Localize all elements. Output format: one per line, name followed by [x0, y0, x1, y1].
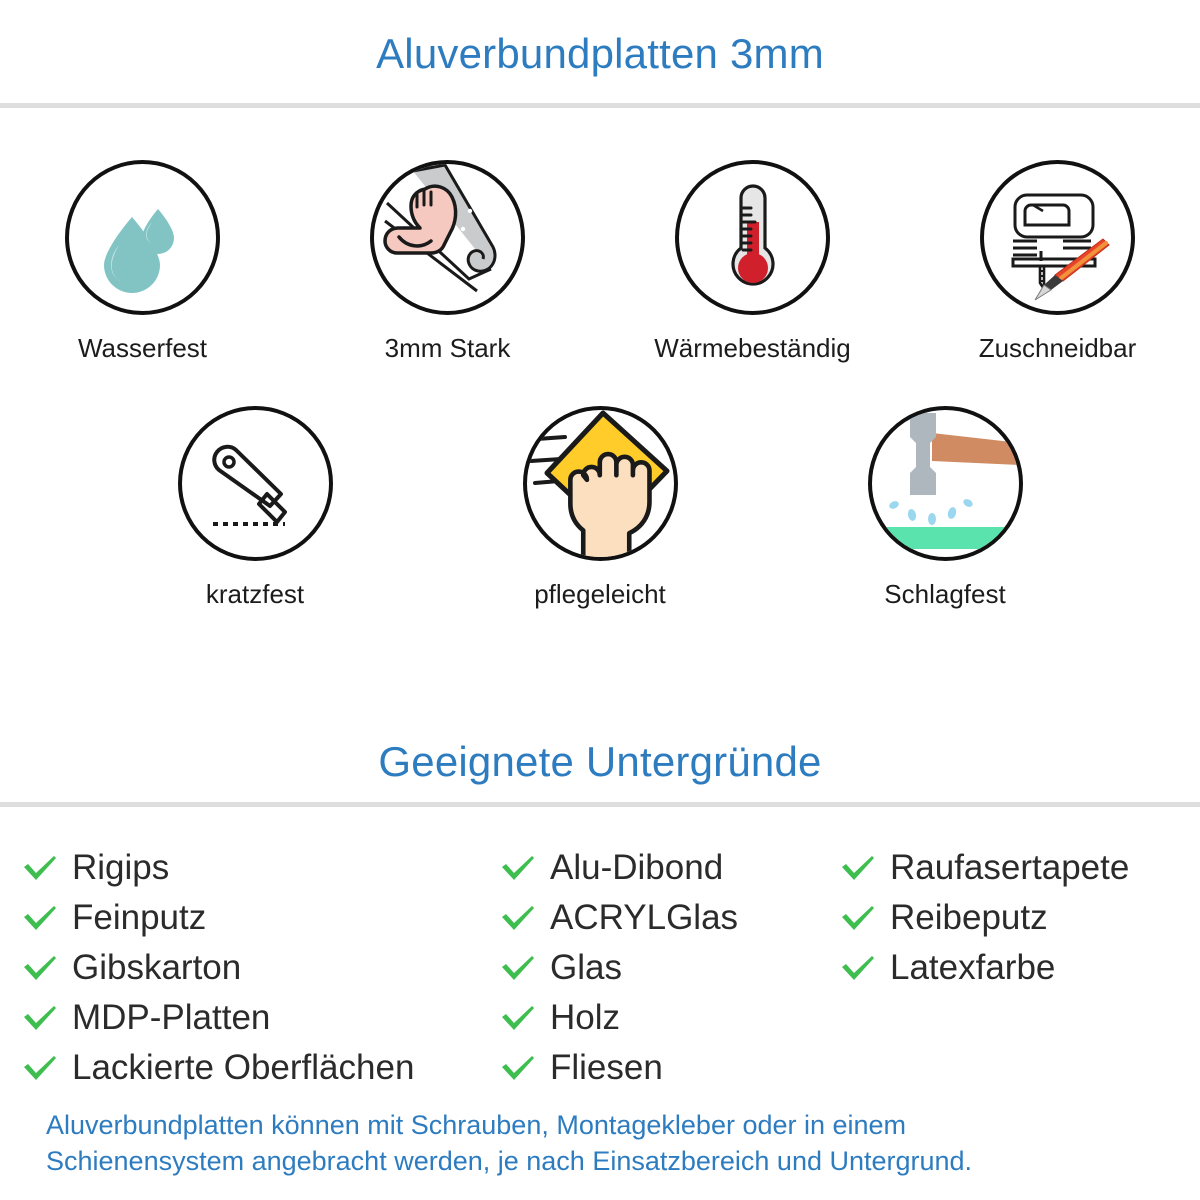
feature-wasserfest: Wasserfest	[20, 160, 265, 364]
water-drops-icon	[88, 183, 198, 293]
feature-waermebestaendig: Wärmebeständig	[630, 160, 875, 364]
feature-label: kratzfest	[205, 579, 305, 609]
check-icon	[840, 953, 876, 983]
thermometer-icon	[693, 178, 813, 298]
list-item-label: Reibeputz	[890, 898, 1048, 937]
badge-circle	[370, 160, 525, 315]
feature-row-2: kratzfest	[0, 406, 1200, 610]
feature-badge-grid: Wasserfest	[0, 160, 1200, 610]
list-item: Lackierte Oberflächen	[22, 1046, 500, 1089]
check-icon	[500, 853, 536, 883]
feature-label: Zuschneidbar	[978, 333, 1137, 363]
mounting-note-line-1: Aluverbundplatten können mit Schrauben, …	[46, 1110, 907, 1140]
list-item: Alu-Dibond	[500, 846, 840, 889]
list-item-label: Glas	[550, 948, 622, 987]
list-item: Gibskarton	[22, 946, 500, 989]
section-title-untergruende: Geeignete Untergründe	[378, 738, 822, 785]
divider-middle	[0, 802, 1200, 807]
list-item: Latexfarbe	[840, 946, 1180, 989]
jigsaw-cutter-icon	[993, 173, 1123, 303]
badge-circle	[522, 406, 678, 561]
mounting-note-line-2: Schienensystem angebracht werden, je nac…	[46, 1145, 973, 1176]
badge-circle	[867, 406, 1023, 561]
mounting-note: Aluverbundplatten können mit Schrauben, …	[46, 1108, 1156, 1179]
list-item: Glas	[500, 946, 840, 989]
cutter-knife-icon	[195, 424, 315, 544]
list-item: MDP-Platten	[22, 996, 500, 1039]
check-icon	[22, 1003, 58, 1033]
check-icon	[22, 903, 58, 933]
check-icon	[22, 953, 58, 983]
badge-circle	[177, 406, 333, 561]
list-item-label: Lackierte Oberflächen	[72, 1048, 415, 1087]
feature-pflegeleicht: pflegeleicht	[478, 406, 723, 610]
list-item-label: Fliesen	[550, 1048, 663, 1087]
feature-zuschneidbar: Zuschneidbar	[935, 160, 1180, 364]
feature-label: 3mm Stark	[384, 333, 511, 363]
divider-top	[0, 103, 1200, 108]
feature-kratzfest: kratzfest	[133, 406, 378, 610]
page-title: Aluverbundplatten 3mm	[376, 30, 824, 77]
check-icon	[840, 853, 876, 883]
check-icon	[22, 853, 58, 883]
check-icon	[500, 1053, 536, 1083]
list-item: Reibeputz	[840, 896, 1180, 939]
list-item: Fliesen	[500, 1046, 840, 1089]
feature-label: pflegeleicht	[534, 579, 666, 609]
list-item-label: Rigips	[72, 848, 170, 887]
list-item-label: ACRYLGlas	[550, 898, 739, 937]
check-icon	[500, 953, 536, 983]
feature-3mm-stark: 3mm Stark	[325, 160, 570, 364]
feature-label: Wärmebeständig	[654, 333, 851, 363]
hand-cloth-icon	[527, 410, 674, 557]
strong-arm-icon	[374, 164, 521, 311]
feature-label: Schlagfest	[884, 579, 1006, 609]
list-item: Rigips	[22, 846, 500, 889]
check-icon	[840, 903, 876, 933]
checklist-column-3: Raufasertapete Reibeputz Latexfarbe	[840, 846, 1180, 1089]
check-icon	[500, 1003, 536, 1033]
suitable-surfaces-list: Rigips Feinputz Gibskarton MDP-Platten L…	[22, 846, 1182, 1089]
list-item: Holz	[500, 996, 840, 1039]
badge-circle	[675, 160, 830, 315]
list-item-label: Alu-Dibond	[550, 848, 724, 887]
list-item-label: Gibskarton	[72, 948, 242, 987]
list-item: ACRYLGlas	[500, 896, 840, 939]
badge-circle	[980, 160, 1135, 315]
feature-row-1: Wasserfest	[0, 160, 1200, 364]
feature-label: Wasserfest	[77, 333, 208, 363]
check-icon	[500, 903, 536, 933]
list-item-label: Raufasertapete	[890, 848, 1130, 887]
list-item-label: Feinputz	[72, 898, 207, 937]
list-item-label: Latexfarbe	[890, 948, 1056, 987]
feature-schlagfest: Schlagfest	[823, 406, 1068, 610]
hammer-impact-icon	[871, 410, 1019, 557]
check-icon	[22, 1053, 58, 1083]
list-item-label: Holz	[550, 998, 621, 1037]
list-item: Feinputz	[22, 896, 500, 939]
checklist-column-1: Rigips Feinputz Gibskarton MDP-Platten L…	[22, 846, 500, 1089]
badge-circle	[65, 160, 220, 315]
list-item: Raufasertapete	[840, 846, 1180, 889]
list-item-label: MDP-Platten	[72, 998, 271, 1037]
checklist-column-2: Alu-Dibond ACRYLGlas Glas Holz Fliesen	[500, 846, 840, 1089]
